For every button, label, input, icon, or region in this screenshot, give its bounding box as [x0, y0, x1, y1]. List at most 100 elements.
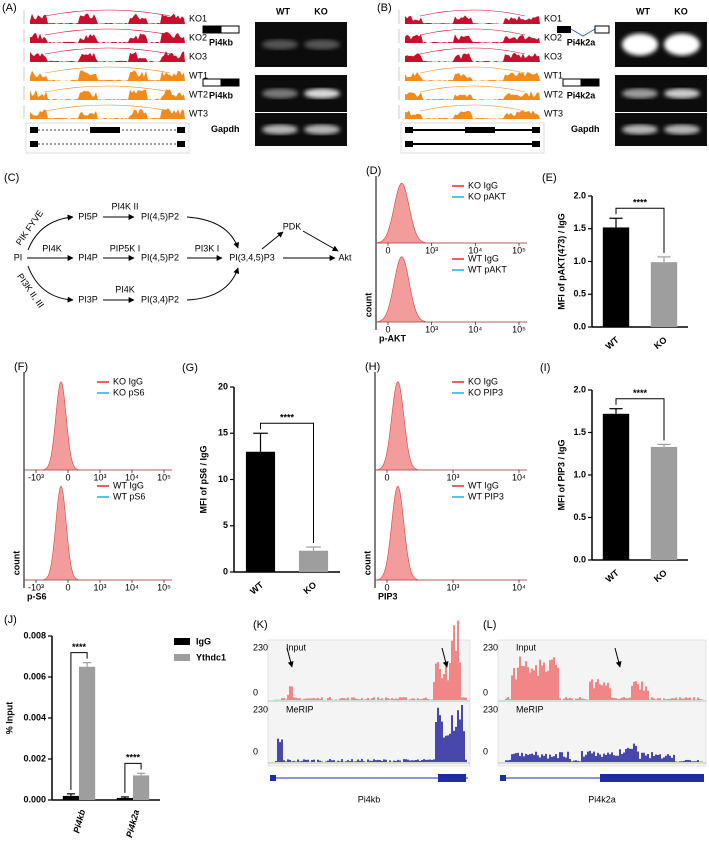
y-tick-label: 1.0 — [573, 256, 586, 266]
y-tick-label: 0.0 — [573, 321, 586, 331]
node-label: Akt — [338, 252, 352, 262]
legend-label: WT IgG — [468, 253, 499, 263]
legend-label: KO IgG — [468, 180, 498, 190]
coverage — [275, 620, 467, 700]
x-label: p-AKT — [379, 333, 406, 343]
node-label: PI3P — [78, 294, 98, 304]
y-label: count — [363, 293, 373, 318]
junction-arc — [44, 9, 171, 17]
y-tick-label: 0.004 — [23, 712, 46, 722]
panel-label: (G) — [182, 362, 198, 374]
gel-column-label: WT — [636, 6, 650, 16]
significance-bracket — [260, 422, 314, 544]
x-tick-label: -10³ — [28, 472, 44, 482]
panel-label: (E) — [542, 172, 557, 184]
track-label: WT1 — [544, 70, 563, 80]
arrow — [286, 647, 294, 668]
track-label: WT1 — [189, 70, 208, 80]
x-tick-label: 10⁵ — [512, 324, 526, 334]
junction-arc — [419, 28, 526, 36]
junction-arc — [44, 104, 171, 112]
enzyme-label: PIP5K I — [110, 243, 141, 253]
histogram-igg — [375, 256, 527, 323]
panel-label: (B) — [377, 2, 392, 14]
x-tick-label: 0 — [384, 472, 389, 482]
track-label: MeRIP — [516, 704, 544, 714]
gel-band — [622, 88, 658, 99]
panel-bg — [497, 639, 707, 767]
coverage — [30, 32, 185, 43]
junction-arc — [419, 47, 526, 55]
panel-label: (J) — [4, 614, 17, 626]
coverage — [30, 70, 185, 81]
exon — [405, 127, 413, 133]
x-tick-label: 0 — [385, 324, 390, 334]
x-tick-label: -10³ — [28, 582, 44, 592]
bar — [133, 775, 150, 800]
exon — [30, 127, 38, 133]
bar — [116, 797, 133, 800]
exon — [465, 127, 495, 133]
histogram-igg — [374, 381, 527, 471]
legend-label: WT pAKT — [468, 264, 507, 274]
legend-label: KO pS6 — [113, 387, 145, 397]
exon — [600, 774, 704, 782]
gel-band — [262, 124, 298, 135]
enzyme-label: PIK FYVE — [14, 208, 45, 247]
icon — [202, 78, 222, 87]
track-label: Input — [286, 642, 307, 652]
x-tick-label: 10⁴ — [512, 472, 526, 482]
enzyme-label: PI3K I — [195, 243, 220, 253]
exon — [532, 127, 540, 133]
bar — [602, 413, 630, 560]
panel-box — [25, 122, 190, 154]
track-label: WT3 — [189, 108, 208, 118]
x-tick-label: 10⁴ — [125, 582, 139, 592]
x-tick-label: WT — [604, 567, 622, 584]
x-tick-label: 10⁴ — [468, 245, 482, 255]
bar — [79, 666, 96, 800]
enzyme-label: PI4K II — [111, 201, 138, 211]
exon — [438, 774, 466, 782]
y-tick-label: 10 — [218, 474, 228, 484]
y-label: MFI of PIP3 / IgG — [556, 439, 566, 510]
y-tick-label: 1.5 — [573, 427, 586, 437]
y-label: % Input — [4, 702, 14, 735]
y-label: count — [11, 551, 21, 576]
track-label: KO2 — [544, 32, 562, 42]
panel-label: (I) — [540, 362, 550, 374]
track-label: 230 — [483, 704, 498, 714]
legend-label: Ythdc1 — [196, 652, 226, 662]
coverage — [505, 656, 703, 700]
panel-label: (F) — [14, 361, 28, 373]
exon — [532, 141, 540, 147]
legend-swatch — [174, 638, 190, 645]
enzyme-label: PI4K — [42, 243, 62, 253]
panel-label: (C) — [4, 172, 19, 184]
legend-swatch — [174, 654, 190, 661]
x-tick-label: WT — [604, 334, 622, 351]
node-label: PI(4,5)P2 — [141, 211, 179, 221]
exon — [30, 141, 38, 147]
gel-band — [664, 124, 700, 135]
arrow — [261, 231, 284, 250]
gel-band — [622, 33, 658, 56]
x-label: PIP3 — [378, 591, 398, 601]
arrow — [302, 230, 339, 252]
y-tick-label: 0 — [223, 566, 228, 576]
y-tick-label: 5 — [223, 520, 228, 530]
x-tick-label: KO — [302, 580, 319, 596]
coverage — [405, 91, 540, 100]
icon — [220, 25, 240, 34]
gel-band — [262, 39, 298, 50]
panel-box — [400, 122, 545, 154]
y-tick-label: 0.002 — [23, 753, 46, 763]
track-label: WT2 — [544, 89, 563, 99]
gel-band — [304, 88, 340, 99]
x-tick-label: 10³ — [93, 582, 106, 592]
node-label: PDK — [283, 221, 302, 231]
gel-band — [664, 88, 700, 99]
coverage — [405, 15, 540, 24]
track-label: KO1 — [544, 13, 562, 23]
enzyme-label: PI3K II, III — [15, 272, 46, 310]
